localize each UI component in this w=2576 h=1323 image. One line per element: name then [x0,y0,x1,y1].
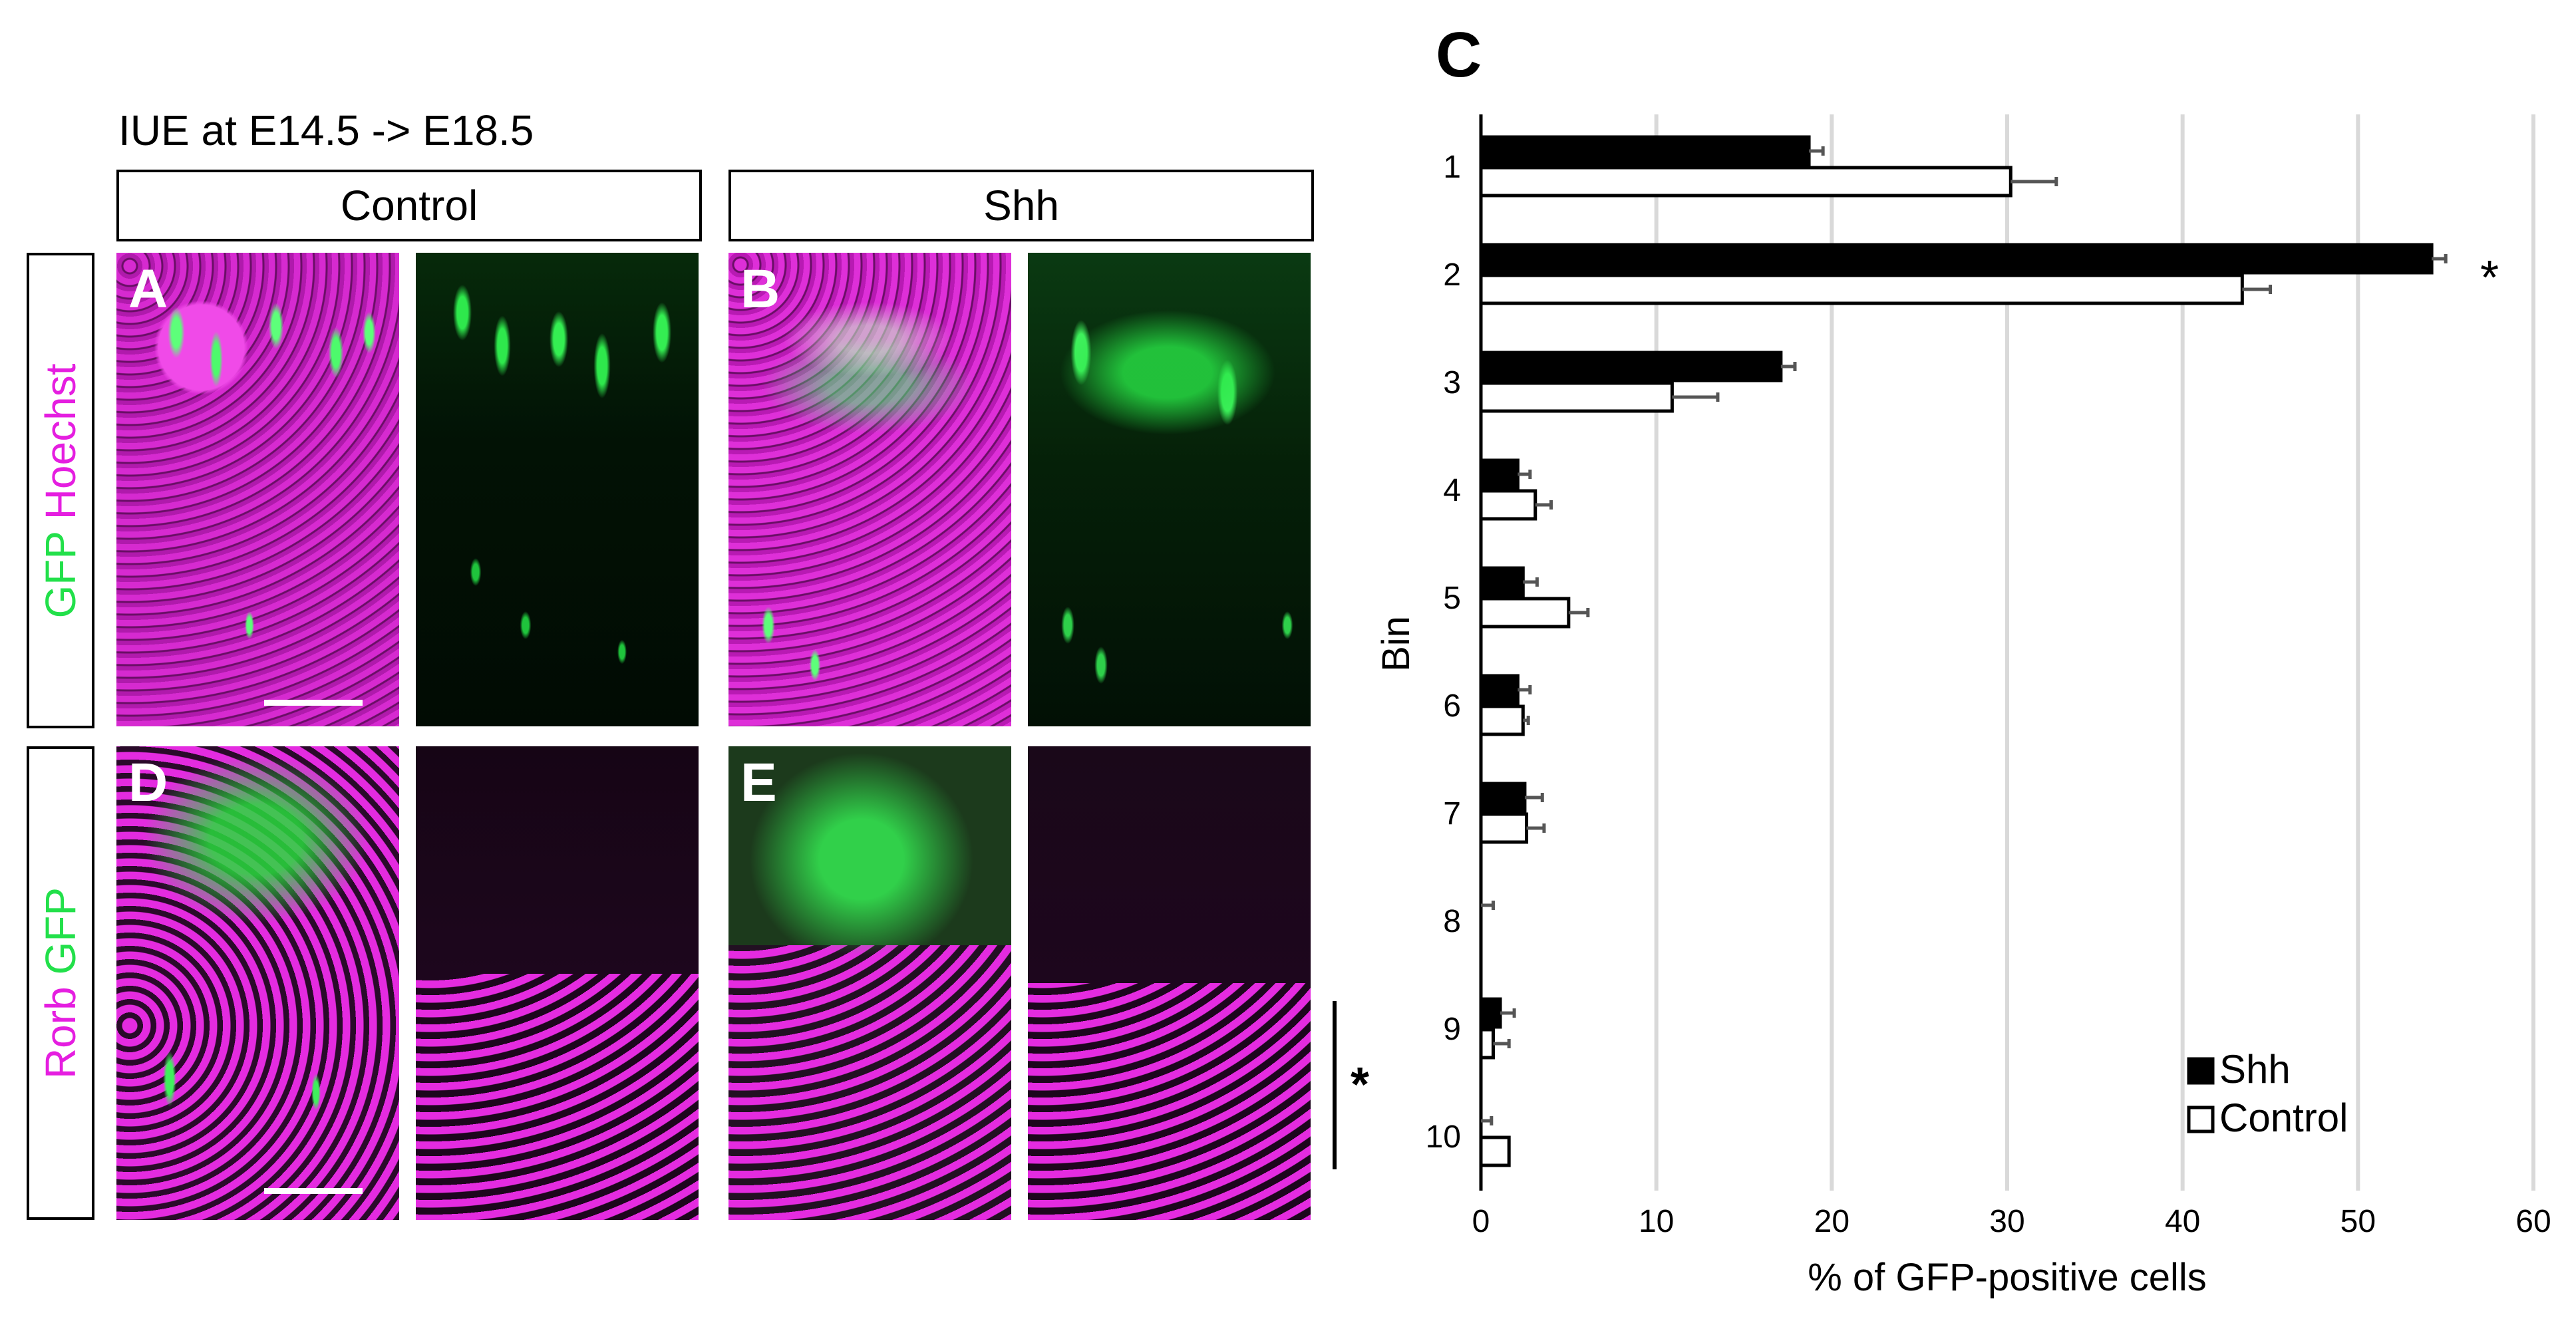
y-tick-label: 8 [1443,904,1461,939]
legend-label-shh: Shh [2219,1047,2291,1092]
panel-letter-d: D [128,752,168,813]
bar-control [1479,381,1674,413]
bar-shh [1479,458,1520,490]
bar-control [1479,597,1571,629]
panel-letter-c: C [1436,19,1482,90]
bar-control [1479,166,2012,198]
bar-shh [1479,351,1783,382]
y-tick-label: 6 [1443,688,1461,724]
x-axis-label: % of GFP-positive cells [1808,1256,2207,1299]
experiment-title: IUE at E14.5 -> E18.5 [118,106,534,154]
panel-e-merge-image: E [728,746,1011,1220]
bar-control [1479,1135,1511,1167]
scale-bar [264,1188,363,1194]
y-tick-label: 5 [1443,581,1461,616]
bar-shh [1479,997,1502,1029]
y-tick-label: 1 [1443,150,1461,185]
row-label-gfp-hoechst: GFP Hoechst [27,253,94,728]
layer-bracket [1333,1001,1337,1169]
bar-shh [1479,674,1520,706]
x-tick-label: 40 [2165,1204,2200,1239]
row-label-rorb-gfp: Rorb GFP [27,746,94,1220]
y-tick-label: 9 [1443,1012,1461,1047]
y-tick-label: 10 [1426,1119,1461,1155]
bar-control [1479,704,1525,736]
bar-shh [1479,782,1527,813]
y-tick-label: 3 [1443,365,1461,400]
y-tick-label: 4 [1443,473,1461,508]
x-tick-label: 50 [2340,1204,2376,1239]
panel-letter-e: E [740,752,777,813]
y-tick-label: 2 [1443,257,1461,293]
bar-control [1479,812,1529,844]
x-tick-label: 0 [1472,1204,1490,1239]
panel-letter-a: A [128,259,168,319]
x-tick-label: 60 [2515,1204,2551,1239]
y-tick-label: 7 [1443,796,1461,831]
legend-swatch-control [2187,1105,2215,1133]
legend-swatch-shh [2187,1057,2215,1085]
scale-bar [264,700,363,706]
bar-shh [1479,566,1525,598]
panel-letter-b: B [740,259,780,319]
x-tick-label: 10 [1639,1204,1674,1239]
bar-control [1479,1028,1495,1060]
bar-control [1479,273,2244,305]
bar-shh [1479,243,2434,275]
layer-asterisk: * [1351,1058,1370,1111]
legend-label-control: Control [2219,1096,2348,1140]
panel-b-gfp-image [1028,253,1311,726]
condition-label-shh: Shh [728,170,1314,241]
panel-a-gfp-image [416,253,699,726]
y-axis-label: Bin [1374,616,1418,672]
significance-asterisk: * [2480,251,2499,305]
panel-e-rorb-image [1028,746,1311,1220]
panel-d-rorb-image [416,746,699,1220]
panel-b-merge-image: B [728,253,1011,726]
x-tick-label: 30 [1989,1204,2024,1239]
x-tick-label: 20 [1814,1204,1850,1239]
bar-shh [1479,135,1811,167]
panel-d-merge-image: D [116,746,399,1220]
condition-label-control: Control [116,170,702,241]
panel-a-merge-image: A [116,253,399,726]
bar-control [1479,489,1537,521]
